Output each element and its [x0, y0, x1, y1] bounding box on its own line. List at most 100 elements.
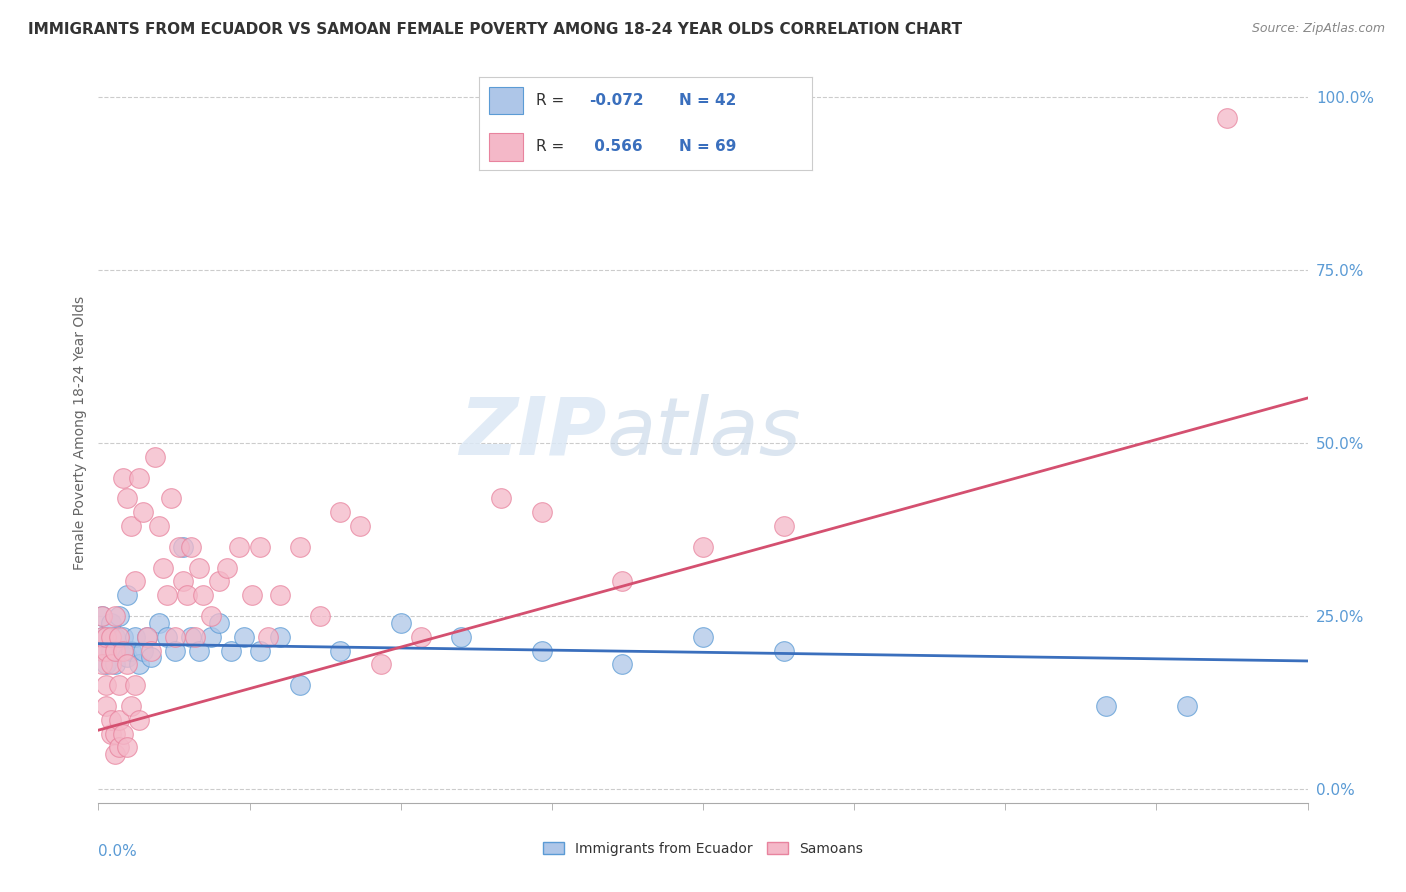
Point	[1095, 698, 1118, 713]
Point	[232, 630, 254, 644]
Point	[269, 630, 291, 644]
Point	[115, 657, 138, 672]
Point	[139, 643, 162, 657]
Point	[612, 574, 634, 589]
Point	[160, 491, 183, 506]
Point	[329, 505, 352, 519]
Point	[172, 540, 194, 554]
Point	[115, 491, 138, 506]
Point	[124, 678, 146, 692]
Point	[772, 519, 794, 533]
Point	[107, 713, 129, 727]
Y-axis label: Female Poverty Among 18-24 Year Olds: Female Poverty Among 18-24 Year Olds	[73, 295, 87, 570]
Point	[100, 615, 122, 630]
Text: Source: ZipAtlas.com: Source: ZipAtlas.com	[1251, 22, 1385, 36]
Point	[200, 630, 222, 644]
Point	[139, 650, 162, 665]
Point	[692, 630, 714, 644]
Point	[107, 630, 129, 644]
Point	[111, 470, 134, 484]
Point	[143, 450, 166, 464]
Point	[107, 740, 129, 755]
Point	[100, 643, 122, 657]
Point	[288, 678, 311, 692]
Legend: Immigrants from Ecuador, Samoans: Immigrants from Ecuador, Samoans	[537, 835, 869, 863]
Point	[107, 678, 129, 692]
Point	[148, 519, 170, 533]
Point	[450, 630, 472, 644]
Point	[188, 560, 211, 574]
Point	[128, 470, 150, 484]
Point	[200, 609, 222, 624]
Point	[288, 540, 311, 554]
Point	[100, 630, 122, 644]
Point	[120, 698, 142, 713]
Point	[208, 574, 231, 589]
Point	[120, 519, 142, 533]
Point	[309, 609, 332, 624]
Point	[193, 588, 215, 602]
Point	[103, 609, 125, 624]
Point	[100, 657, 122, 672]
Point	[329, 643, 352, 657]
Point	[103, 630, 125, 644]
Point	[249, 643, 271, 657]
Point	[188, 643, 211, 657]
Point	[249, 540, 271, 554]
Point	[103, 726, 125, 740]
Point	[124, 630, 146, 644]
Point	[184, 630, 207, 644]
Point	[491, 491, 513, 506]
Point	[349, 519, 371, 533]
Point	[107, 609, 129, 624]
Point	[120, 643, 142, 657]
Text: IMMIGRANTS FROM ECUADOR VS SAMOAN FEMALE POVERTY AMONG 18-24 YEAR OLDS CORRELATI: IMMIGRANTS FROM ECUADOR VS SAMOAN FEMALE…	[28, 22, 962, 37]
Point	[176, 588, 198, 602]
Point	[96, 630, 118, 644]
Point	[530, 643, 553, 657]
Point	[772, 643, 794, 657]
Point	[370, 657, 392, 672]
Point	[692, 540, 714, 554]
Point	[111, 726, 134, 740]
Point	[91, 643, 114, 657]
Point	[152, 560, 174, 574]
Point	[148, 615, 170, 630]
Point	[180, 630, 202, 644]
Point	[208, 615, 231, 630]
Point	[96, 678, 118, 692]
Point	[135, 630, 157, 644]
Point	[163, 630, 186, 644]
Point	[256, 630, 278, 644]
Text: ZIP: ZIP	[458, 393, 606, 472]
Point	[124, 574, 146, 589]
Point	[91, 657, 114, 672]
Point	[115, 650, 138, 665]
Point	[96, 630, 118, 644]
Point	[103, 643, 125, 657]
Point	[1175, 698, 1198, 713]
Point	[1216, 111, 1239, 125]
Point	[132, 505, 155, 519]
Point	[91, 609, 114, 624]
Point	[91, 630, 114, 644]
Point	[91, 609, 114, 624]
Point	[530, 505, 553, 519]
Point	[389, 615, 412, 630]
Point	[96, 698, 118, 713]
Point	[228, 540, 250, 554]
Point	[128, 713, 150, 727]
Text: atlas: atlas	[606, 393, 801, 472]
Point	[163, 643, 186, 657]
Point	[91, 630, 114, 644]
Point	[240, 588, 263, 602]
Point	[156, 630, 179, 644]
Point	[269, 588, 291, 602]
Point	[111, 630, 134, 644]
Point	[91, 643, 114, 657]
Point	[172, 574, 194, 589]
Point	[221, 643, 243, 657]
Point	[180, 540, 202, 554]
Point	[103, 657, 125, 672]
Point	[107, 643, 129, 657]
